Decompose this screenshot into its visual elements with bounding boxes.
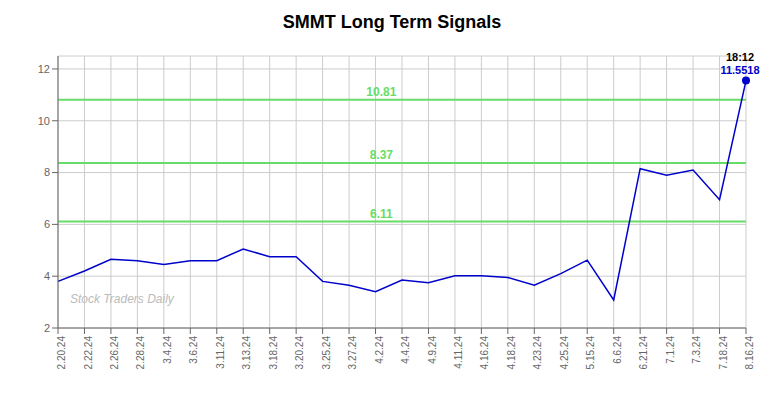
svg-text:2.28.24: 2.28.24: [135, 336, 146, 370]
svg-text:3.6.24: 3.6.24: [188, 336, 199, 364]
html-text:SMMT Long Term Signals: SMMT Long Term Signals: [282, 12, 502, 32]
svg-text:4.23.24: 4.23.24: [532, 336, 543, 370]
svg-text:3.18.24: 3.18.24: [268, 336, 279, 370]
svg-text:4.4.24: 4.4.24: [400, 336, 411, 364]
svg-text:6.21.24: 6.21.24: [638, 336, 649, 370]
svg-text:4.2.24: 4.2.24: [374, 336, 385, 364]
svg-text:7.1.24: 7.1.24: [665, 336, 676, 364]
svg-text:3.13.24: 3.13.24: [241, 336, 252, 370]
svg-text:8: 8: [44, 166, 50, 178]
svg-text:7.18.24: 7.18.24: [718, 336, 729, 370]
svg-text:2.22.24: 2.22.24: [83, 336, 94, 370]
svg-text:7.3.24: 7.3.24: [691, 336, 702, 364]
svg-text:6: 6: [44, 218, 50, 230]
svg-text:2.26.24: 2.26.24: [109, 336, 120, 370]
svg-text:6.6.24: 6.6.24: [612, 336, 623, 364]
svg-text:6.11: 6.11: [370, 207, 393, 221]
svg-text:3.27.24: 3.27.24: [347, 336, 358, 370]
svg-text:3.4.24: 3.4.24: [162, 336, 173, 364]
svg-text:4.16.24: 4.16.24: [479, 336, 490, 370]
svg-text:18:12: 18:12: [726, 51, 754, 63]
svg-text:3.25.24: 3.25.24: [321, 336, 332, 370]
svg-text:4.25.24: 4.25.24: [559, 336, 570, 370]
svg-text:10: 10: [38, 115, 50, 127]
svg-text:8.16.24: 8.16.24: [744, 336, 755, 370]
svg-text:4.18.24: 4.18.24: [506, 336, 517, 370]
svg-text:8.37: 8.37: [370, 148, 394, 162]
svg-text:4.11.24: 4.11.24: [453, 336, 464, 369]
svg-text:4: 4: [44, 270, 50, 282]
svg-text:3.20.24: 3.20.24: [294, 336, 305, 370]
svg-text:2: 2: [44, 322, 50, 334]
svg-text:3.11.24: 3.11.24: [215, 336, 226, 369]
html-text:Stock Traders Daily: Stock Traders Daily: [70, 292, 174, 306]
svg-text:2.20.24: 2.20.24: [56, 336, 67, 370]
svg-text:5.15.24: 5.15.24: [585, 336, 596, 370]
svg-text:12: 12: [38, 63, 50, 75]
svg-text:4.9.24: 4.9.24: [427, 336, 438, 364]
svg-text:11.5518: 11.5518: [720, 64, 759, 76]
svg-text:10.81: 10.81: [366, 85, 396, 99]
